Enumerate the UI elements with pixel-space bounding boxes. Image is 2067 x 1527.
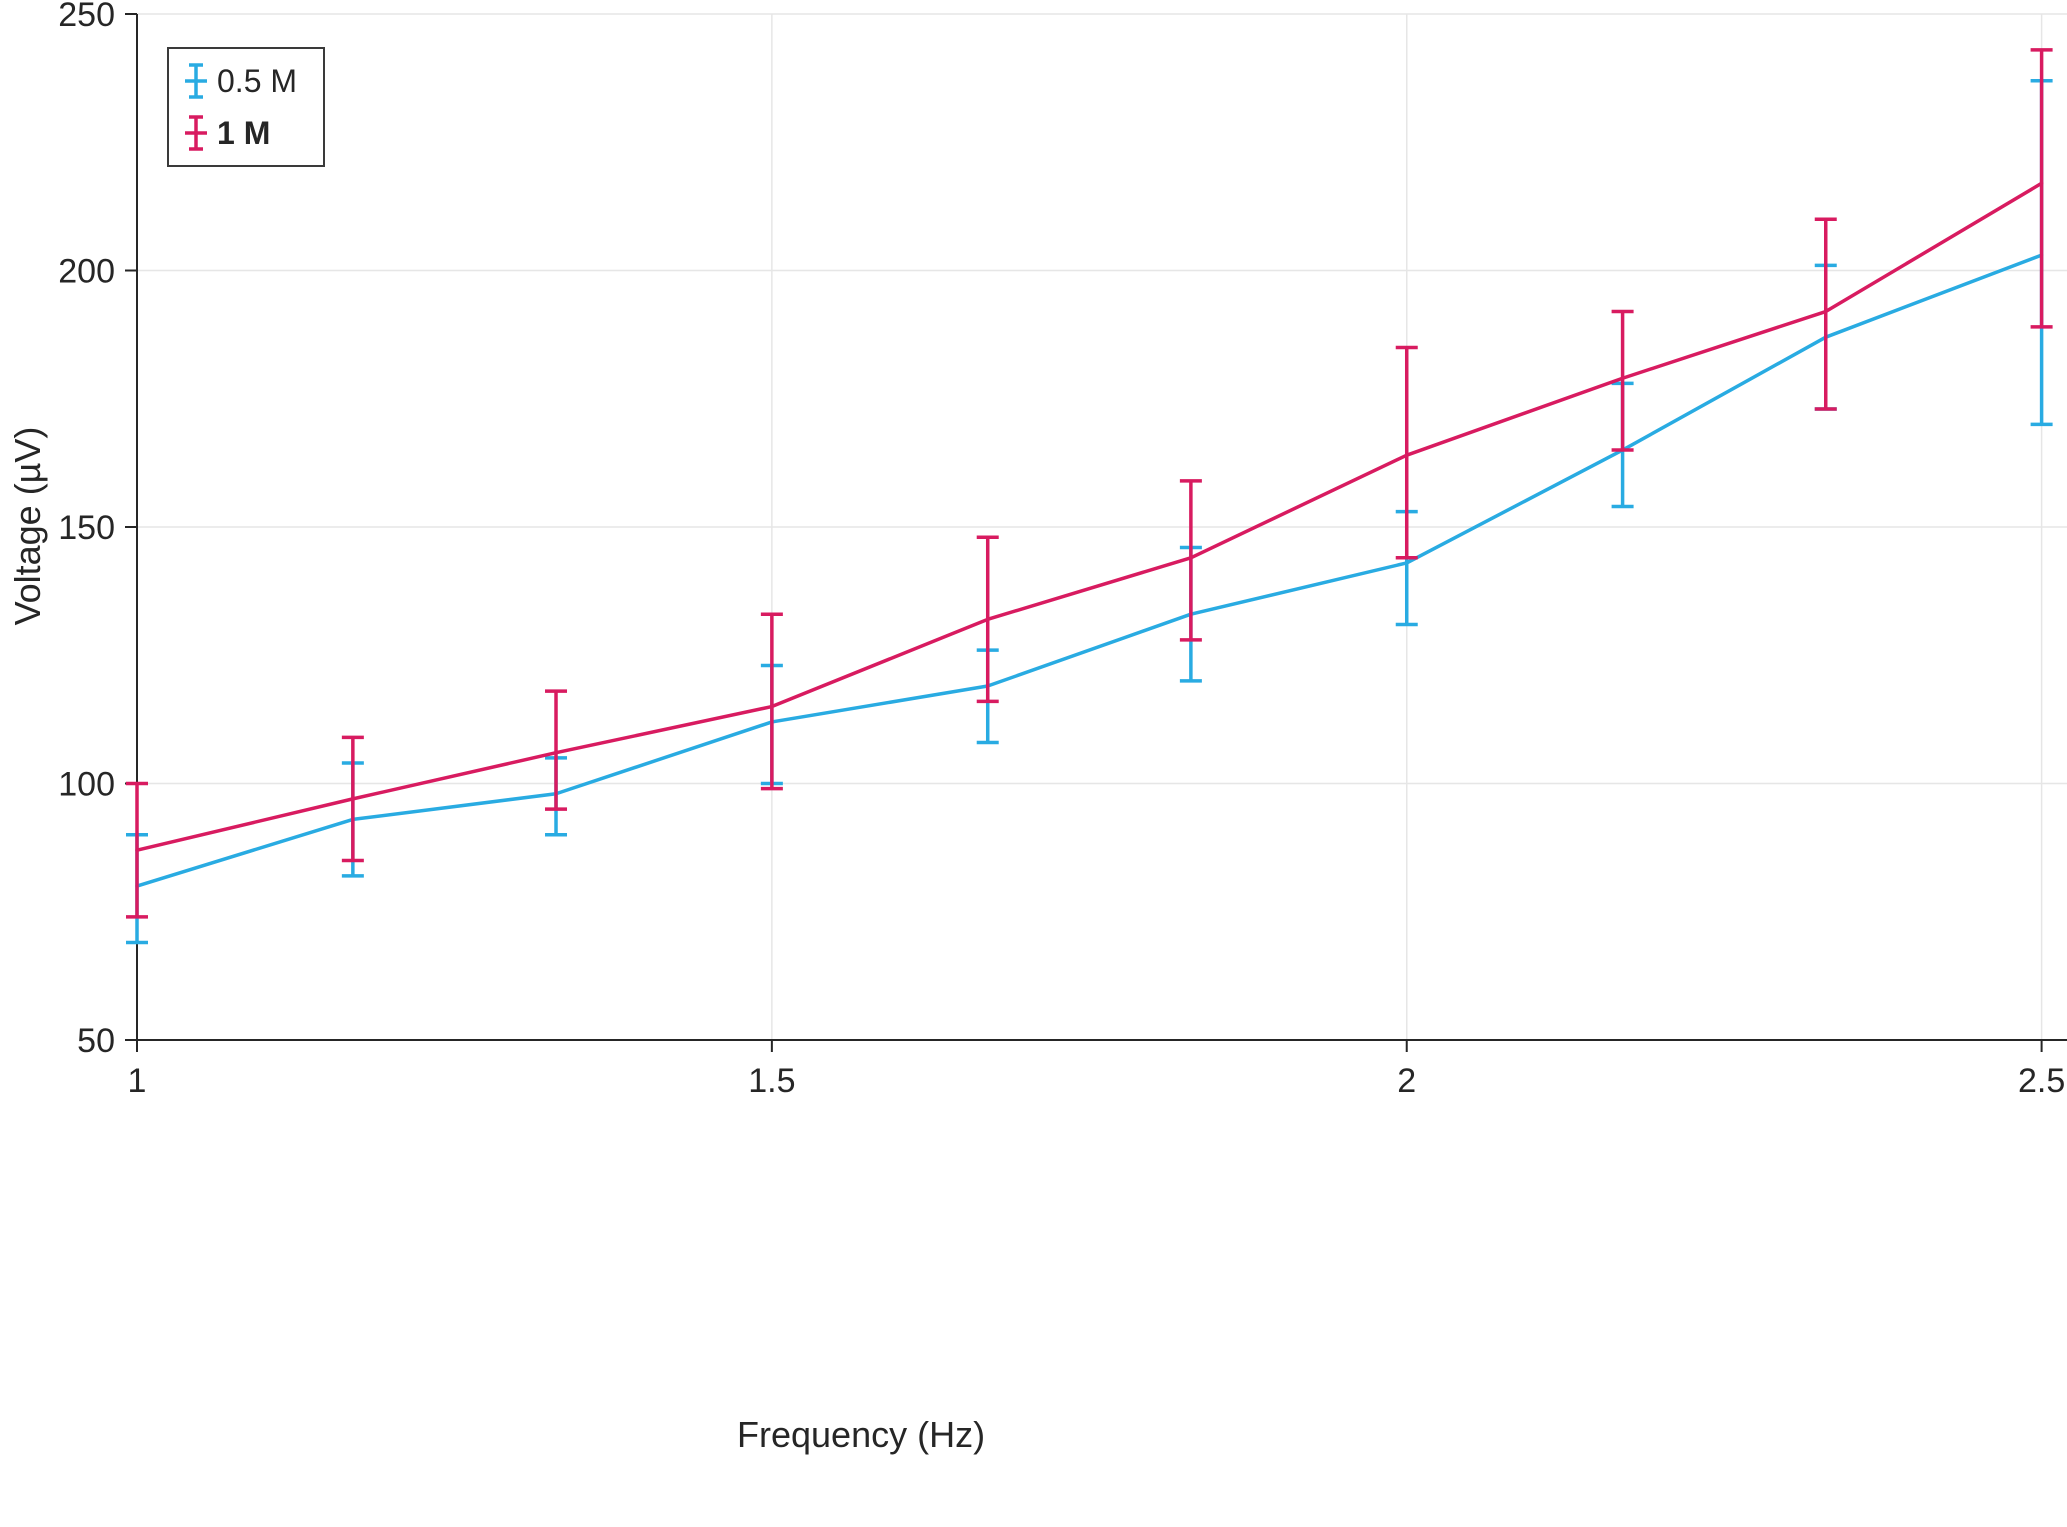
series-line-0.5-m	[135, 253, 2044, 888]
legend-item-1m: 1 M	[183, 111, 297, 155]
legend-label: 0.5 M	[217, 62, 298, 99]
errorbar-icon	[185, 115, 207, 151]
x-axis-title: Frequency (Hz)	[737, 1414, 986, 1455]
x-tick-label: 1	[128, 1062, 147, 1100]
y-tick-label: 250	[58, 0, 115, 34]
y-tick-label: 200	[58, 253, 115, 291]
x-tick-label: 1.5	[748, 1062, 795, 1100]
legend-item-05m: 0.5 M	[183, 59, 297, 103]
y-tick-label: 100	[58, 766, 115, 804]
y-axis-title: Voltage (µV)	[7, 426, 48, 626]
series-line-1-m	[135, 181, 2044, 852]
y-tick-label: 50	[77, 1022, 115, 1060]
y-tick-label: 150	[58, 509, 115, 547]
x-tick-label: 2.5	[2018, 1062, 2065, 1100]
errorbar-icon	[185, 63, 207, 99]
legend-label: 1 M	[217, 114, 271, 151]
x-tick-label: 2	[1397, 1062, 1416, 1100]
legend: 0.5 M 1 M	[167, 47, 326, 167]
